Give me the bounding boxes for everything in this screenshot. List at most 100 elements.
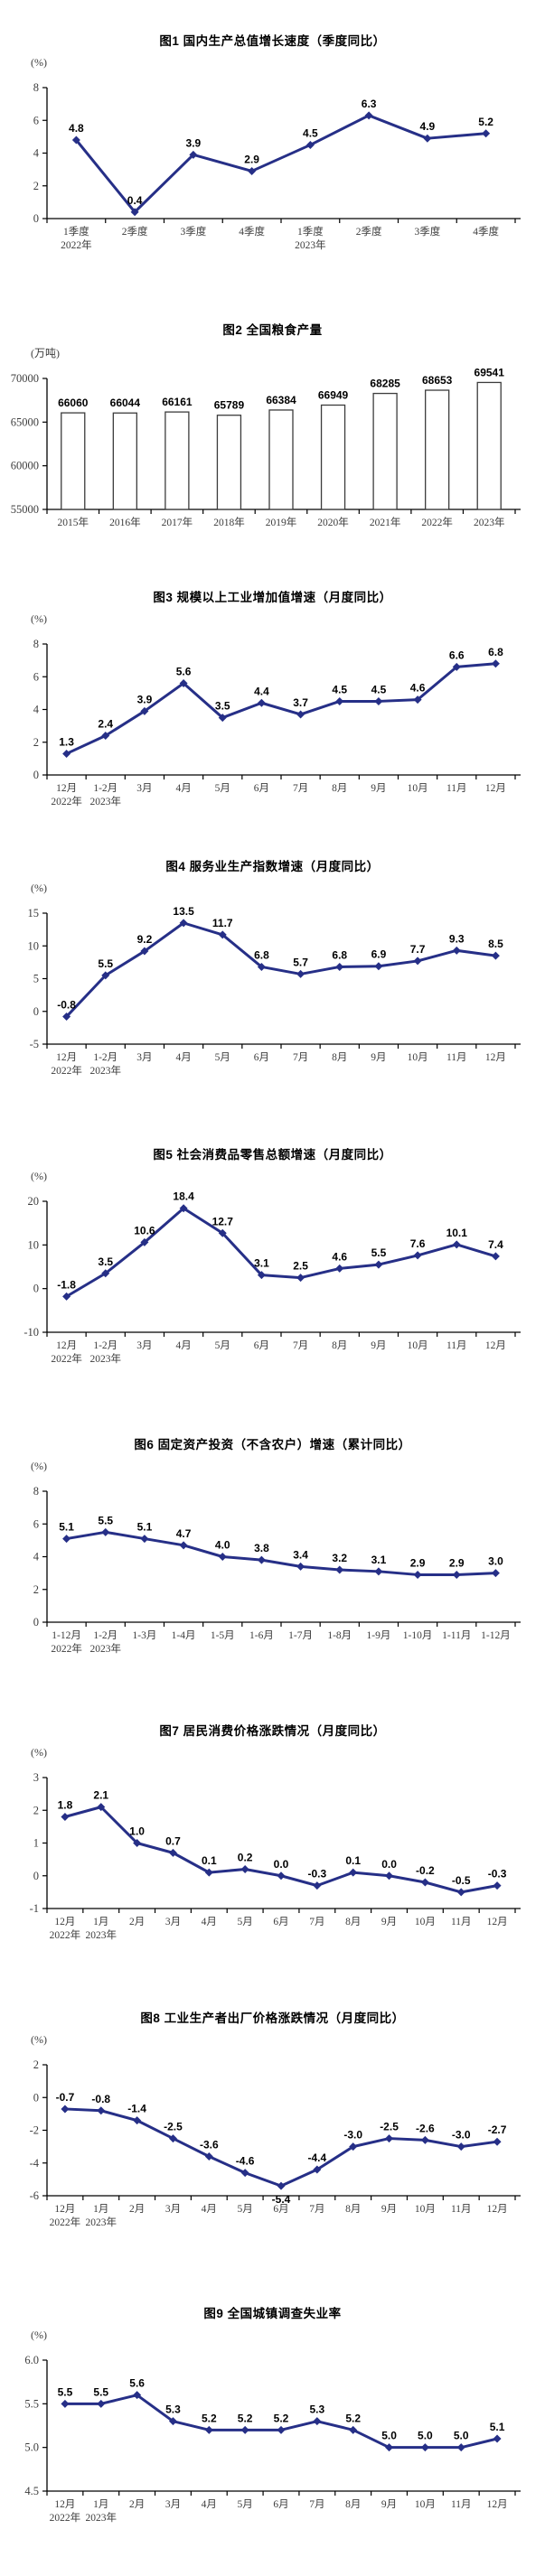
- svg-text:2.4: 2.4: [98, 718, 113, 731]
- svg-text:-3.6: -3.6: [200, 2139, 219, 2151]
- svg-text:70000: 70000: [11, 372, 39, 385]
- svg-text:2023年: 2023年: [474, 516, 505, 528]
- svg-text:13.5: 13.5: [173, 905, 194, 918]
- svg-text:2022年: 2022年: [421, 516, 453, 528]
- svg-text:4.9: 4.9: [420, 120, 436, 133]
- svg-text:5.5: 5.5: [98, 957, 113, 970]
- svg-text:0.1: 0.1: [202, 1854, 217, 1867]
- svg-text:0.1: 0.1: [345, 1854, 361, 1867]
- svg-text:9.3: 9.3: [449, 932, 465, 945]
- svg-text:5.1: 5.1: [59, 1521, 74, 1534]
- svg-text:1-2月: 1-2月: [93, 1340, 117, 1351]
- svg-text:5.3: 5.3: [310, 2403, 325, 2416]
- svg-text:6.8: 6.8: [254, 948, 269, 961]
- svg-text:1.0: 1.0: [129, 1825, 145, 1838]
- svg-text:4.8: 4.8: [69, 122, 84, 135]
- svg-text:0.7: 0.7: [165, 1834, 181, 1847]
- svg-text:5月: 5月: [215, 783, 230, 794]
- svg-text:2022年: 2022年: [51, 1352, 82, 1365]
- svg-text:1-4月: 1-4月: [172, 1630, 196, 1641]
- svg-text:4.5: 4.5: [332, 683, 347, 695]
- svg-text:8.5: 8.5: [488, 938, 503, 950]
- svg-text:3.9: 3.9: [137, 693, 153, 705]
- svg-text:4月: 4月: [175, 783, 191, 794]
- svg-text:3.5: 3.5: [215, 700, 230, 713]
- svg-text:4.0: 4.0: [215, 1539, 230, 1552]
- svg-text:9月: 9月: [371, 1340, 386, 1351]
- svg-text:1-5月: 1-5月: [211, 1630, 235, 1641]
- chart-6-unit-label: (%): [31, 1460, 47, 1472]
- svg-text:2.9: 2.9: [449, 1556, 465, 1569]
- svg-text:9月: 9月: [371, 783, 386, 794]
- svg-text:3月: 3月: [165, 2499, 181, 2510]
- svg-text:5月: 5月: [238, 2204, 253, 2215]
- svg-text:6月: 6月: [273, 1917, 288, 1927]
- svg-text:4月: 4月: [175, 1340, 191, 1351]
- chart-9-unit-label: (%): [31, 2329, 47, 2341]
- svg-text:66384: 66384: [266, 394, 296, 406]
- svg-text:2023年: 2023年: [86, 2216, 117, 2228]
- chart-5-title: 图5 社会消费品零售总额增速（月度同比）: [153, 1148, 392, 1162]
- chart-3-unit-label: (%): [31, 612, 47, 625]
- svg-text:11月: 11月: [446, 783, 467, 794]
- svg-text:5.6: 5.6: [176, 666, 192, 678]
- svg-text:2023年: 2023年: [90, 1642, 122, 1655]
- svg-text:10月: 10月: [415, 1917, 436, 1927]
- svg-text:10.6: 10.6: [134, 1224, 155, 1237]
- svg-text:5.1: 5.1: [490, 2421, 505, 2433]
- svg-text:3.1: 3.1: [254, 1257, 269, 1270]
- svg-text:1-3月: 1-3月: [132, 1630, 156, 1641]
- svg-text:-2.6: -2.6: [416, 2122, 435, 2134]
- svg-text:-5.4: -5.4: [272, 2193, 291, 2206]
- svg-text:8: 8: [33, 81, 39, 94]
- svg-text:4.7: 4.7: [176, 1527, 192, 1540]
- svg-text:0.4: 0.4: [127, 194, 143, 207]
- svg-text:12月: 12月: [487, 1917, 508, 1927]
- svg-text:-0.7: -0.7: [56, 2091, 75, 2104]
- svg-text:9.2: 9.2: [137, 933, 153, 946]
- svg-text:0.2: 0.2: [238, 1852, 253, 1864]
- svg-text:66949: 66949: [318, 388, 349, 401]
- svg-text:3月: 3月: [136, 1052, 152, 1063]
- svg-text:12月: 12月: [56, 1340, 77, 1351]
- chart-1-gdp-growth: 图1 国内生产总值增长速度（季度同比） (%) 0 2 4 6 8 1季度 2季度 3季度 4季…: [0, 16, 545, 273]
- svg-text:10.1: 10.1: [446, 1227, 468, 1239]
- svg-text:4: 4: [33, 1551, 40, 1563]
- svg-text:4.5: 4.5: [371, 683, 387, 695]
- svg-text:2022年: 2022年: [51, 1642, 82, 1655]
- svg-text:8月: 8月: [345, 2204, 361, 2215]
- chart-2-plot: 55000 60000 65000 70000 2015年 2016年 2017年 2018年…: [11, 366, 521, 528]
- svg-text:2月: 2月: [129, 2204, 145, 2215]
- svg-text:1月: 1月: [93, 2204, 108, 2215]
- svg-text:2019年: 2019年: [266, 516, 297, 528]
- svg-text:2月: 2月: [129, 1917, 145, 1927]
- svg-text:12月: 12月: [54, 2499, 75, 2510]
- chart-8-unit-label: (%): [31, 2033, 47, 2046]
- svg-text:5.2: 5.2: [202, 2412, 217, 2424]
- svg-text:4月: 4月: [202, 2499, 217, 2510]
- svg-text:3.8: 3.8: [254, 1542, 269, 1554]
- svg-text:4: 4: [33, 704, 40, 716]
- chart-1-title: 图1 国内生产总值增长速度（季度同比）: [159, 34, 386, 48]
- svg-text:12月: 12月: [56, 1052, 77, 1063]
- svg-text:5.0: 5.0: [24, 2441, 39, 2454]
- svg-text:5月: 5月: [215, 1052, 230, 1063]
- svg-text:-2.5: -2.5: [380, 2121, 399, 2133]
- svg-text:8月: 8月: [332, 783, 347, 794]
- chart-2-grain-output: 图2 全国粮食产量 (万吨) 55000 60000 65000 70000 2015年…: [0, 305, 545, 564]
- svg-text:-0.3: -0.3: [308, 1868, 327, 1881]
- svg-text:10月: 10月: [415, 2499, 436, 2510]
- svg-text:7.6: 7.6: [410, 1237, 426, 1250]
- chart-5-unit-label: (%): [31, 1170, 47, 1182]
- svg-text:1-6月: 1-6月: [249, 1630, 274, 1641]
- svg-text:2020年: 2020年: [317, 516, 349, 528]
- svg-text:6月: 6月: [273, 2499, 288, 2510]
- svg-text:12月: 12月: [485, 1052, 506, 1063]
- svg-text:0: 0: [33, 1870, 39, 1882]
- svg-text:69541: 69541: [475, 366, 505, 378]
- svg-text:5月: 5月: [238, 1917, 253, 1927]
- svg-text:-4.4: -4.4: [308, 2151, 327, 2164]
- svg-text:-3.0: -3.0: [452, 2129, 471, 2142]
- svg-text:12月: 12月: [485, 783, 506, 794]
- svg-text:5月: 5月: [215, 1340, 230, 1351]
